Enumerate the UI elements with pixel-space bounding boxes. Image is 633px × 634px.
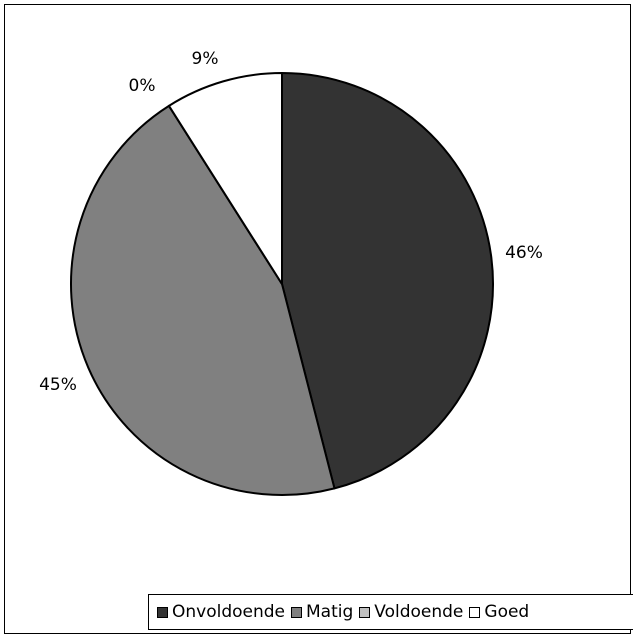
pie-slice-goed <box>167 72 283 285</box>
legend-label-goed: Goed <box>484 602 530 622</box>
pie-chart: 46% 45% 0% 9% <box>39 49 543 496</box>
data-label-goed: 9% <box>192 49 219 69</box>
legend-swatch-onvoldoende <box>157 606 168 618</box>
legend: Onvoldoende Matig Voldoende Goed <box>148 594 633 630</box>
pie-slice-onvoldoende <box>281 72 494 490</box>
data-label-voldoende: 0% <box>129 76 156 96</box>
legend-item-voldoende: Voldoende <box>359 602 463 622</box>
data-label-matig: 45% <box>39 375 77 395</box>
legend-swatch-voldoende <box>359 606 371 618</box>
data-label-onvoldoende: 46% <box>505 243 543 263</box>
legend-label-matig: Matig <box>306 602 354 622</box>
legend-swatch-matig <box>291 606 303 618</box>
legend-item-goed: Goed <box>469 602 529 622</box>
legend-item-matig: Matig <box>291 602 353 622</box>
legend-label-voldoende: Voldoende <box>374 602 464 622</box>
legend-item-onvoldoende: Onvoldoende <box>157 602 285 622</box>
pie-slice-matig <box>70 104 336 496</box>
legend-label-onvoldoende: Onvoldoende <box>172 602 286 622</box>
legend-swatch-goed <box>469 606 481 618</box>
